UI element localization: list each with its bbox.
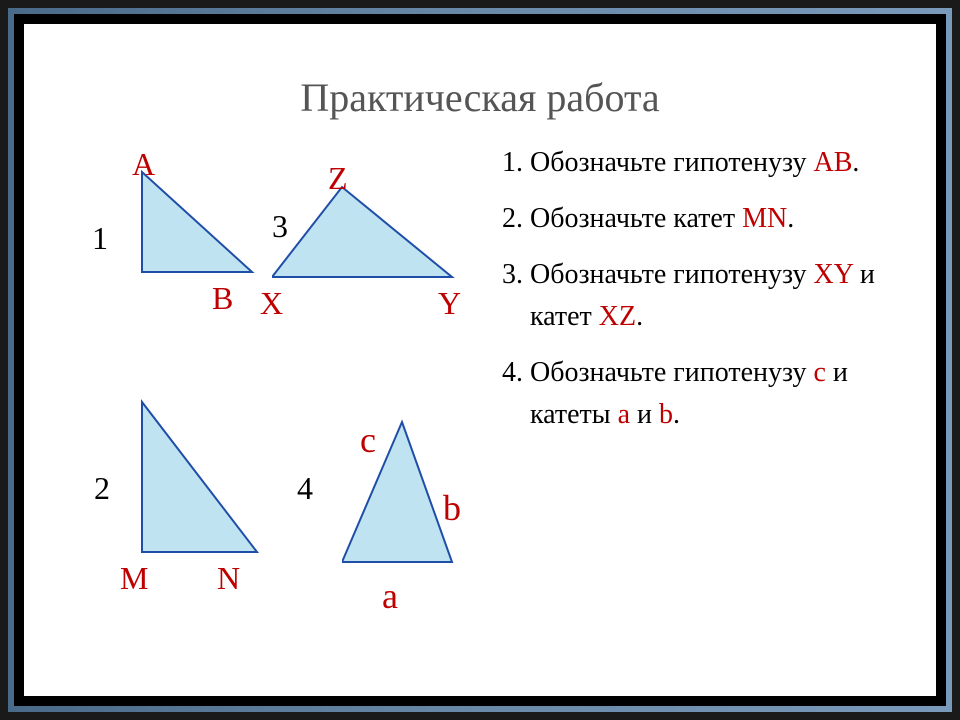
task-2-suffix: .: [787, 203, 794, 234]
label-b: b: [443, 490, 461, 526]
label-N: N: [217, 562, 240, 594]
task-2: 2. Обозначьте катет MN.: [502, 198, 902, 240]
task-4-hl3: b: [659, 399, 673, 430]
label-num-3: 3: [272, 210, 288, 242]
triangle-2: [127, 392, 277, 567]
task-2-hl: MN: [742, 203, 787, 234]
diagram-stage: А В 1 Z X Y 3 2 M N: [62, 132, 492, 672]
task-4-suffix: .: [673, 399, 680, 430]
outer-frame: Практическая работа А В 1 Z X Y 3: [8, 8, 952, 712]
label-num-4: 4: [297, 472, 313, 504]
task-1-text: 1. Обозначьте гипотенузу: [502, 147, 813, 178]
label-B: В: [212, 282, 233, 314]
task-3: 3. Обозначьте гипотенузу XY и катет XZ.: [502, 254, 902, 338]
label-Z: Z: [328, 162, 348, 194]
label-num-2: 2: [94, 472, 110, 504]
task-4: 4. Обозначьте гипотенузу с и катеты a и …: [502, 352, 902, 436]
task-1-hl: АВ: [813, 147, 852, 178]
label-M: M: [120, 562, 148, 594]
task-4-hl1: с: [813, 357, 825, 388]
task-4-mid2: и: [630, 399, 659, 430]
triangle-3: [272, 177, 462, 287]
task-3-text: 3. Обозначьте гипотенузу: [502, 259, 813, 290]
label-c: с: [360, 422, 376, 458]
task-3-suffix: .: [636, 301, 643, 332]
label-X: X: [260, 287, 283, 319]
task-list: 1. Обозначьте гипотенузу АВ. 2. Обозначь…: [502, 142, 902, 450]
task-1-suffix: .: [852, 147, 859, 178]
label-Y: Y: [438, 287, 461, 319]
slide-title: Практическая работа: [62, 74, 898, 121]
inner-frame: Практическая работа А В 1 Z X Y 3: [14, 14, 946, 706]
task-4-text: 4. Обозначьте гипотенузу: [502, 357, 813, 388]
label-a: a: [382, 578, 398, 614]
task-1: 1. Обозначьте гипотенузу АВ.: [502, 142, 902, 184]
task-4-hl2: a: [618, 399, 630, 430]
task-2-text: 2. Обозначьте катет: [502, 203, 742, 234]
label-num-1: 1: [92, 222, 108, 254]
task-3-hl1: XY: [813, 259, 852, 290]
slide-content: Практическая работа А В 1 Z X Y 3: [62, 62, 898, 658]
task-3-hl2: XZ: [599, 301, 636, 332]
label-A: А: [132, 148, 155, 180]
